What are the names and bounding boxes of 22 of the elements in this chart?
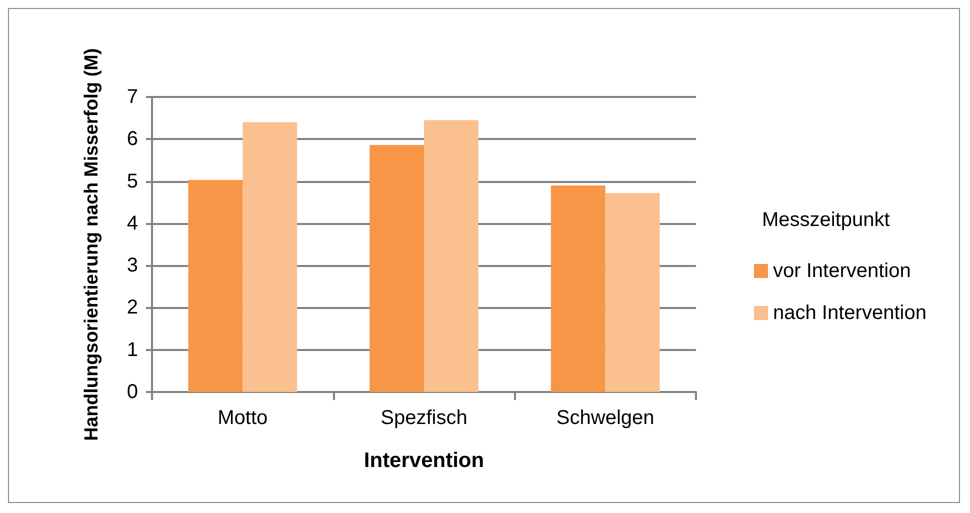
- bar: [424, 120, 478, 392]
- legend-title: Messzeitpunkt: [762, 209, 890, 231]
- y-tick-label: 7: [126, 86, 138, 108]
- legend-label: vor Intervention: [773, 260, 911, 282]
- x-tick-label: Motto: [218, 407, 268, 429]
- bar: [370, 145, 424, 392]
- y-tick-label: 5: [126, 170, 138, 192]
- x-tick-label: Schwelgen: [556, 407, 654, 429]
- y-tick-label: 6: [126, 128, 138, 150]
- y-tick-label: 1: [126, 338, 138, 361]
- bar: [550, 186, 606, 392]
- x-tick-label: Spezfisch: [380, 407, 468, 429]
- bar: [605, 193, 660, 392]
- y-axis-title: Handlungsorientierung nach Misserfolg (M): [82, 48, 102, 441]
- x-axis-title: Intervention: [364, 449, 484, 472]
- bar: [188, 180, 243, 392]
- y-tick-label: 4: [126, 212, 138, 234]
- legend-label: nach Intervention: [773, 302, 926, 324]
- y-tick-label: 2: [126, 296, 138, 319]
- y-tick-label: 3: [126, 254, 138, 277]
- y-tick-label: 0: [126, 381, 138, 403]
- bar: [242, 122, 298, 392]
